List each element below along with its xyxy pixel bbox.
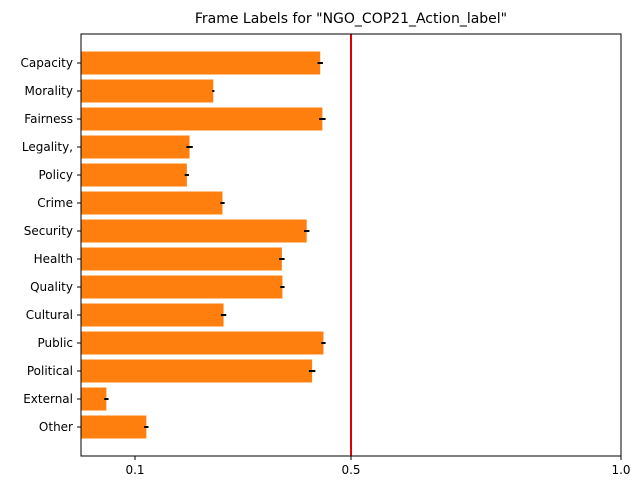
category-label-capacity: Capacity — [21, 56, 73, 70]
category-label-crime: Crime — [37, 196, 73, 210]
category-labels: Capacity Morality Fairness Legality, Policy C… — [21, 56, 81, 434]
chart-title: Frame Labels for "NGO_COP21_Action_label… — [195, 11, 507, 27]
category-label-legality: Legality, — [22, 140, 73, 154]
bar-security — [81, 219, 307, 243]
bar-public — [81, 331, 324, 355]
category-label-quality: Quality — [30, 280, 73, 294]
bar-cultural — [81, 303, 224, 327]
x-axis-ticks: 0.1 0.5 1.0 — [125, 456, 631, 477]
bars-layer — [81, 51, 324, 439]
bar-policy — [81, 163, 187, 187]
category-label-public: Public — [37, 336, 73, 350]
bar-fairness — [81, 107, 323, 131]
category-label-security: Security — [24, 224, 73, 238]
bar-health — [81, 247, 282, 271]
category-label-health: Health — [34, 252, 73, 266]
x-tick-label-0.1: 0.1 — [125, 463, 144, 477]
error-bars-layer — [104, 62, 326, 428]
bar-crime — [81, 191, 223, 215]
x-tick-label-1.0: 1.0 — [611, 463, 630, 477]
bar-political — [81, 359, 313, 383]
bar-capacity — [81, 51, 321, 75]
category-label-other: Other — [39, 420, 73, 434]
bar-external — [81, 387, 107, 411]
bar-other — [81, 415, 147, 439]
category-label-fairness: Fairness — [24, 112, 73, 126]
category-label-cultural: Cultural — [26, 308, 73, 322]
category-label-morality: Morality — [25, 84, 73, 98]
bar-quality — [81, 275, 283, 299]
category-label-external: External — [23, 392, 73, 406]
bar-legality — [81, 135, 190, 159]
category-label-political: Political — [27, 364, 73, 378]
x-tick-label-0.5: 0.5 — [341, 463, 360, 477]
bar-morality — [81, 79, 214, 103]
category-label-policy: Policy — [38, 168, 73, 182]
